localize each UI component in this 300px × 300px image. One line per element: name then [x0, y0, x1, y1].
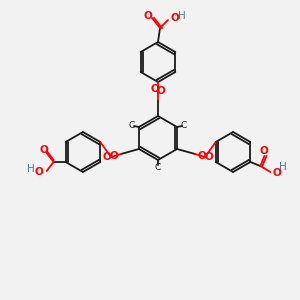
Text: O: O — [273, 168, 282, 178]
Text: O: O — [144, 11, 152, 21]
Text: O: O — [151, 84, 159, 94]
Text: O: O — [110, 151, 118, 161]
Text: O: O — [157, 86, 165, 96]
Text: C: C — [155, 163, 161, 172]
Text: C: C — [181, 122, 187, 130]
Text: O: O — [205, 152, 213, 162]
Text: O: O — [171, 13, 179, 23]
Text: O: O — [34, 167, 43, 177]
Text: O: O — [103, 152, 111, 162]
Text: O: O — [39, 145, 48, 155]
Text: C: C — [129, 122, 135, 130]
Text: H: H — [280, 162, 287, 172]
Text: H: H — [27, 164, 34, 174]
Text: H: H — [178, 11, 186, 21]
Text: O: O — [260, 146, 269, 156]
Text: O: O — [198, 151, 206, 161]
